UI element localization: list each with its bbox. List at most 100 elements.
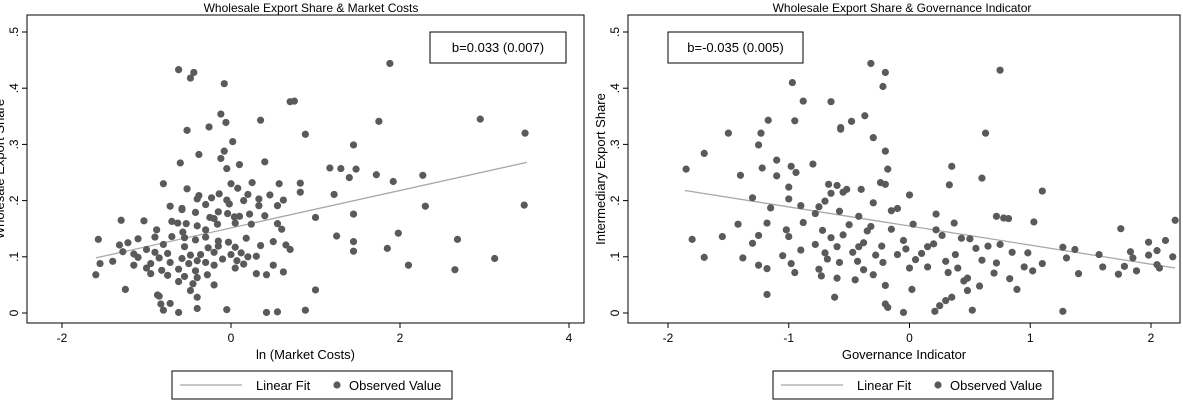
data-point [223, 164, 231, 173]
data-point [214, 208, 222, 216]
data-point [1020, 263, 1028, 271]
data-point [202, 258, 210, 267]
data-point [791, 117, 799, 125]
data-point [311, 286, 320, 294]
data-point [349, 238, 358, 246]
data-point [1062, 254, 1071, 262]
data-point [115, 241, 124, 249]
data-point [861, 112, 869, 120]
data-point [151, 248, 159, 256]
data-point [797, 246, 805, 254]
data-point [349, 210, 358, 218]
data-point [349, 141, 358, 149]
data-point [1129, 254, 1137, 262]
data-point [951, 250, 959, 259]
data-point [837, 125, 845, 133]
data-point [231, 219, 239, 227]
data-point [763, 265, 771, 273]
data-point [824, 180, 833, 188]
data-point [863, 227, 871, 235]
y-tick-label: .1 [608, 251, 622, 261]
data-point [931, 307, 939, 315]
data-point [857, 185, 865, 193]
y-tick-label: .4 [7, 83, 21, 93]
data-point [932, 226, 940, 234]
data-point [215, 190, 223, 198]
data-point [96, 259, 104, 268]
data-point [252, 252, 260, 260]
data-point [758, 164, 766, 172]
data-point [736, 171, 745, 179]
data-point [853, 257, 862, 265]
data-point [1029, 267, 1037, 275]
data-point [404, 261, 413, 269]
data-point [193, 222, 201, 230]
data-point [237, 249, 245, 257]
data-point [147, 270, 155, 278]
data-point [724, 129, 732, 137]
data-point [1171, 216, 1179, 224]
data-point [1169, 253, 1177, 261]
data-point [231, 243, 239, 251]
data-point [811, 240, 819, 249]
data-point [909, 220, 917, 228]
legend: Linear Fit Observed Value [171, 370, 453, 400]
data-point [960, 277, 968, 285]
data-point [178, 254, 186, 263]
data-point [815, 265, 823, 273]
data-point [833, 243, 841, 251]
x-axis-title: ln (Market Costs) [256, 347, 355, 362]
y-tick-label: .2 [7, 195, 21, 205]
data-point [419, 171, 427, 179]
data-point [134, 253, 142, 261]
data-point [924, 263, 932, 271]
data-point [908, 285, 916, 293]
data-point [389, 177, 397, 186]
data-point [273, 220, 282, 228]
y-tick-label: .5 [7, 27, 21, 37]
data-point [191, 236, 200, 244]
data-point [860, 239, 868, 247]
data-point [244, 190, 252, 199]
data-point [1038, 187, 1046, 195]
data-point [821, 249, 829, 257]
data-point [252, 270, 260, 278]
data-point [893, 250, 902, 259]
plot-frame [627, 14, 1181, 324]
data-point [785, 183, 793, 191]
data-point [202, 226, 210, 234]
data-point [811, 209, 819, 218]
data-point [204, 244, 212, 252]
x-tick-label: -2 [663, 331, 674, 345]
data-point [214, 237, 222, 245]
data-point [195, 150, 203, 159]
data-point [202, 233, 210, 241]
data-point [134, 235, 142, 243]
data-point [159, 240, 167, 249]
data-point [1038, 259, 1046, 268]
data-point [179, 228, 187, 236]
data-point [899, 308, 908, 317]
data-point [815, 203, 823, 211]
data-point [1059, 243, 1067, 251]
data-point [779, 252, 787, 260]
data-point [421, 202, 429, 210]
data-point [835, 207, 844, 215]
data-point [176, 159, 184, 167]
legend: Linear Fit Observed Value [772, 370, 1054, 400]
data-point [189, 280, 197, 288]
data-point [984, 242, 992, 250]
data-point [180, 234, 189, 242]
data-point [217, 154, 225, 163]
data-point [175, 66, 183, 74]
legend-point-label: Observed Value [950, 378, 1042, 393]
data-point [210, 214, 218, 223]
data-point [147, 259, 155, 268]
legend-point-swatch [333, 381, 341, 389]
data-point [193, 195, 201, 203]
data-point [180, 243, 189, 251]
data-point [349, 247, 358, 255]
coefficient-label: b=0.033 (0.007) [452, 40, 544, 55]
data-point [876, 179, 885, 187]
data-point [1030, 218, 1038, 226]
